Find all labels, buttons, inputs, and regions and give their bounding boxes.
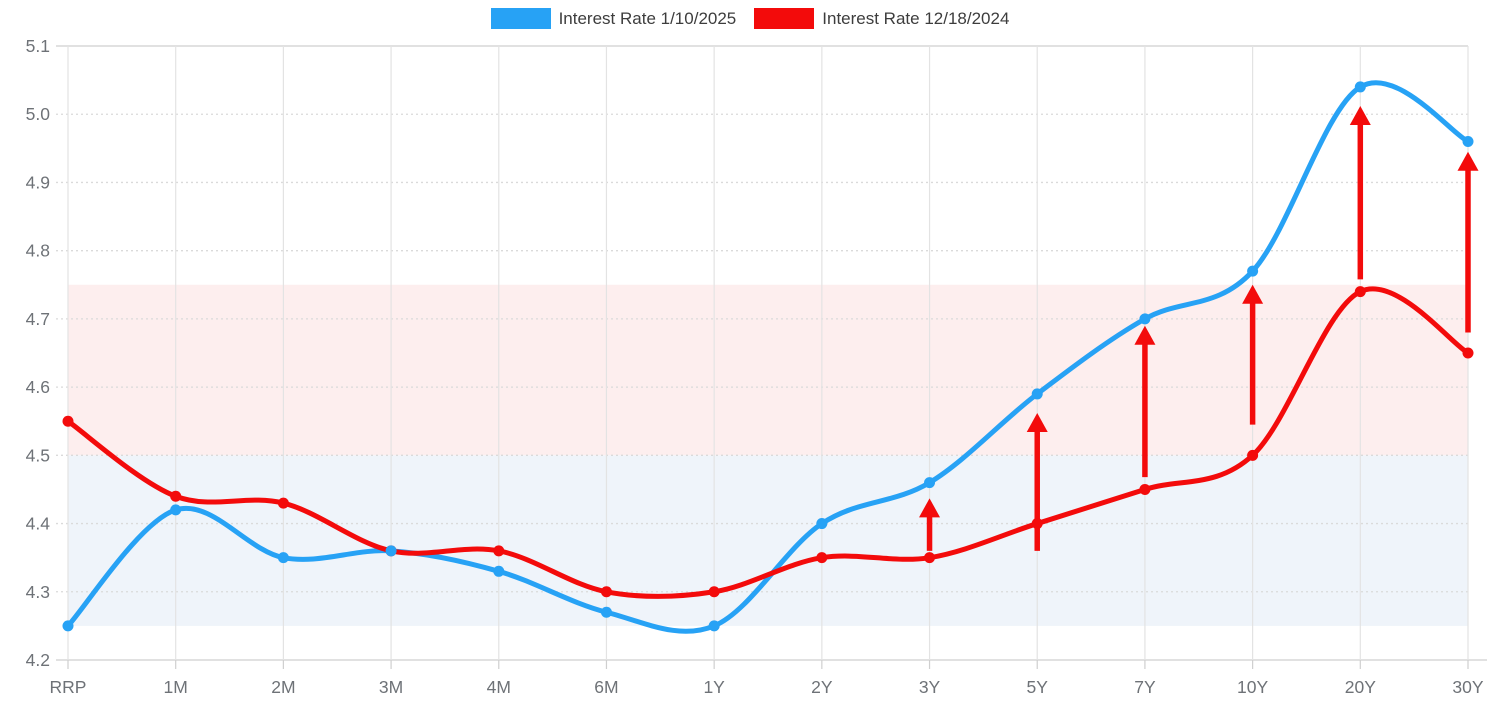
upper-pink-band xyxy=(68,284,1468,456)
data-point-series-1[interactable] xyxy=(1031,518,1043,530)
y-axis-tick-label: 4.8 xyxy=(26,241,50,261)
legend-swatch-red xyxy=(754,8,815,29)
data-point-series-0[interactable] xyxy=(816,518,828,530)
x-axis-tick-label: 10Y xyxy=(1237,677,1268,697)
data-point-series-1[interactable] xyxy=(924,552,936,564)
y-axis-tick-label: 4.7 xyxy=(26,309,50,329)
data-point-series-0[interactable] xyxy=(1354,81,1366,93)
data-point-series-1[interactable] xyxy=(170,490,182,502)
y-axis-tick-label: 4.2 xyxy=(26,650,50,670)
lower-blue-band xyxy=(68,455,1468,626)
increase-arrow-head xyxy=(919,498,941,518)
data-point-series-1[interactable] xyxy=(493,545,505,557)
data-point-series-0[interactable] xyxy=(385,545,397,557)
data-point-series-0[interactable] xyxy=(1462,136,1474,148)
data-point-series-0[interactable] xyxy=(1139,313,1151,325)
x-axis-tick-label: 2Y xyxy=(811,677,833,697)
data-point-series-1[interactable] xyxy=(277,497,289,509)
x-axis-tick-label: 1Y xyxy=(703,677,725,697)
x-axis-tick-label: RRP xyxy=(50,677,87,697)
x-axis-tick-label: 3M xyxy=(379,677,403,697)
y-axis-tick-label: 4.3 xyxy=(26,582,50,602)
y-axis-tick-label: 4.4 xyxy=(26,514,51,534)
data-point-series-0[interactable] xyxy=(493,565,505,577)
data-point-series-0[interactable] xyxy=(600,606,612,618)
x-axis-tick-label: 5Y xyxy=(1027,677,1049,697)
legend-label-rate-2025: Interest Rate 1/10/2025 xyxy=(558,8,737,28)
legend-item-rate-2024[interactable]: Interest Rate 12/18/2024 xyxy=(754,8,1009,29)
y-axis-tick-label: 5.1 xyxy=(26,36,50,56)
data-point-series-1[interactable] xyxy=(62,415,74,427)
x-axis-tick-label: 20Y xyxy=(1345,677,1376,697)
x-axis-tick-label: 1M xyxy=(164,677,188,697)
x-axis-tick-label: 2M xyxy=(271,677,295,697)
increase-arrow-head xyxy=(1349,106,1371,126)
data-point-series-1[interactable] xyxy=(816,552,828,564)
y-axis-tick-label: 4.9 xyxy=(26,172,50,192)
data-point-series-0[interactable] xyxy=(924,477,936,489)
legend-item-rate-2025[interactable]: Interest Rate 1/10/2025 xyxy=(490,8,737,29)
increase-arrow-head xyxy=(1242,284,1264,304)
data-point-series-0[interactable] xyxy=(277,552,289,564)
x-axis-tick-label: 6M xyxy=(594,677,618,697)
data-point-series-1[interactable] xyxy=(1354,286,1366,298)
x-axis-tick-label: 7Y xyxy=(1134,677,1156,697)
increase-arrow-head xyxy=(1134,325,1156,345)
y-axis-tick-label: 4.5 xyxy=(26,445,50,465)
data-point-series-0[interactable] xyxy=(62,620,74,632)
data-point-series-0[interactable] xyxy=(1031,388,1043,400)
data-point-series-1[interactable] xyxy=(708,586,720,598)
data-point-series-1[interactable] xyxy=(1247,449,1259,461)
y-axis-tick-label: 5.0 xyxy=(26,104,51,124)
x-axis-tick-label: 3Y xyxy=(919,677,941,697)
series-line-1 xyxy=(65,286,1471,599)
x-axis-tick-label: 4M xyxy=(487,677,511,697)
data-point-series-0[interactable] xyxy=(170,504,182,516)
increase-arrow-head xyxy=(1457,151,1479,171)
y-axis-tick-label: 4.6 xyxy=(26,377,50,397)
increase-arrow-head xyxy=(1026,413,1048,433)
data-point-series-1[interactable] xyxy=(1139,483,1151,495)
data-point-series-0[interactable] xyxy=(708,620,720,632)
chart-legend: Interest Rate 1/10/2025 Interest Rate 12… xyxy=(0,8,1500,29)
x-axis-tick-label: 30Y xyxy=(1452,677,1483,697)
legend-swatch-blue xyxy=(490,8,551,29)
legend-label-rate-2024: Interest Rate 12/18/2024 xyxy=(822,8,1010,28)
data-point-series-1[interactable] xyxy=(600,586,612,598)
data-point-series-0[interactable] xyxy=(1247,265,1259,277)
data-point-series-1[interactable] xyxy=(1462,347,1474,359)
